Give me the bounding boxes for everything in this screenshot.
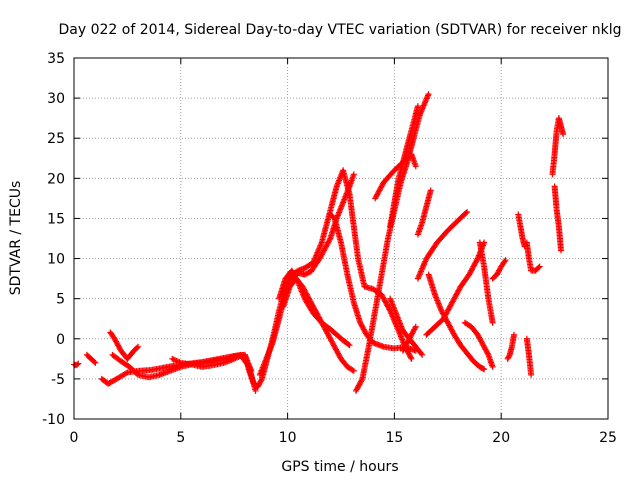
data-point-marker — [506, 353, 513, 360]
data-point-marker — [536, 263, 543, 270]
series-track-29 — [551, 183, 565, 254]
data-point-marker — [350, 171, 357, 178]
data-point-marker — [560, 131, 567, 138]
x-tick-label: 15 — [385, 430, 403, 446]
series-track-12 — [352, 91, 432, 394]
series-track-24 — [504, 331, 518, 362]
series-track-02 — [83, 351, 99, 366]
data-point-marker — [74, 361, 81, 368]
y-tick-label: 15 — [47, 211, 65, 227]
series-track-08 — [256, 171, 357, 378]
data-point-marker — [427, 187, 434, 194]
data-point-marker — [346, 342, 353, 349]
y-tick-label: -10 — [42, 412, 65, 428]
series-track-10 — [280, 275, 357, 374]
data-point-marker — [350, 367, 357, 374]
data-point-marker — [135, 343, 142, 350]
series-track-16 — [399, 323, 419, 354]
data-point-marker — [75, 360, 82, 367]
data-point-marker — [412, 323, 419, 330]
data-point-marker — [462, 210, 469, 217]
x-tick-label: 20 — [492, 430, 510, 446]
series-track-21 — [461, 319, 496, 370]
data-point-marker — [481, 366, 488, 373]
series-track-18 — [414, 209, 471, 282]
data-point-marker — [414, 103, 421, 110]
grid-lines — [74, 58, 608, 419]
y-tick-label: 5 — [56, 292, 65, 308]
series-track-27 — [523, 335, 535, 378]
data-point-marker — [252, 387, 259, 394]
series-track-26 — [523, 239, 543, 274]
data-point-marker — [425, 91, 432, 98]
data-point-marker — [484, 350, 491, 357]
y-tick-label: 35 — [47, 51, 65, 67]
series-track-20 — [423, 239, 488, 338]
data-point-marker — [134, 344, 141, 351]
data-point-marker — [258, 377, 265, 384]
data-point-marker — [464, 209, 471, 216]
y-tick-label: 20 — [47, 171, 65, 187]
y-tick-label: 25 — [47, 131, 65, 147]
x-tick-label: 10 — [279, 430, 297, 446]
data-point-marker — [528, 371, 535, 378]
data-point-marker — [501, 258, 508, 265]
data-marks — [71, 91, 567, 394]
data-point-marker — [345, 341, 352, 348]
series-track-06 — [169, 351, 246, 370]
data-point-marker — [473, 256, 480, 263]
series-track-07 — [241, 167, 415, 390]
series-track-28 — [549, 115, 567, 178]
axis-ticks: 0 5 10 15 20 25 -10 -5 0 5 10 15 20 25 30 35 — [42, 51, 617, 446]
x-tick-label: 5 — [176, 430, 185, 446]
series-track-04 — [107, 329, 142, 362]
data-point-marker — [480, 365, 487, 372]
series-track-14 — [387, 103, 421, 230]
series-track-23 — [489, 257, 509, 282]
data-point-marker — [419, 351, 426, 358]
data-point-marker — [511, 331, 518, 338]
data-point-marker — [358, 377, 365, 384]
y-tick-label: 30 — [47, 91, 65, 107]
data-point-marker — [489, 363, 496, 370]
data-point-marker — [408, 355, 415, 362]
data-point-marker — [91, 358, 98, 365]
series-track-22 — [476, 239, 496, 326]
series-track-01 — [71, 360, 82, 369]
plot-frame — [73, 57, 609, 420]
data-point-marker — [502, 257, 509, 264]
y-tick-label: 0 — [56, 332, 65, 348]
series-track-17 — [414, 187, 434, 238]
chart-title: Day 022 of 2014, Sidereal Day-to-day VTE… — [59, 22, 622, 38]
data-point-marker — [535, 264, 542, 271]
data-point-marker — [349, 367, 356, 374]
series-track-19 — [425, 271, 488, 373]
data-point-marker — [412, 163, 419, 170]
data-point-marker — [407, 354, 414, 361]
x-tick-label: 0 — [70, 430, 79, 446]
x-axis-label: GPS time / hours — [281, 459, 398, 475]
x-tick-label: 25 — [599, 430, 617, 446]
data-point-marker — [326, 236, 333, 243]
data-point-marker — [558, 247, 565, 254]
data-point-marker — [418, 350, 425, 357]
data-point-marker — [123, 370, 130, 377]
y-tick-label: -5 — [51, 372, 65, 388]
data-point-marker — [412, 325, 419, 332]
data-point-marker — [489, 319, 496, 326]
y-axis-label: SDTVAR / TECUs — [8, 181, 24, 296]
y-tick-label: 10 — [47, 252, 65, 268]
series-track-15 — [387, 295, 426, 358]
data-point-marker — [92, 359, 99, 366]
